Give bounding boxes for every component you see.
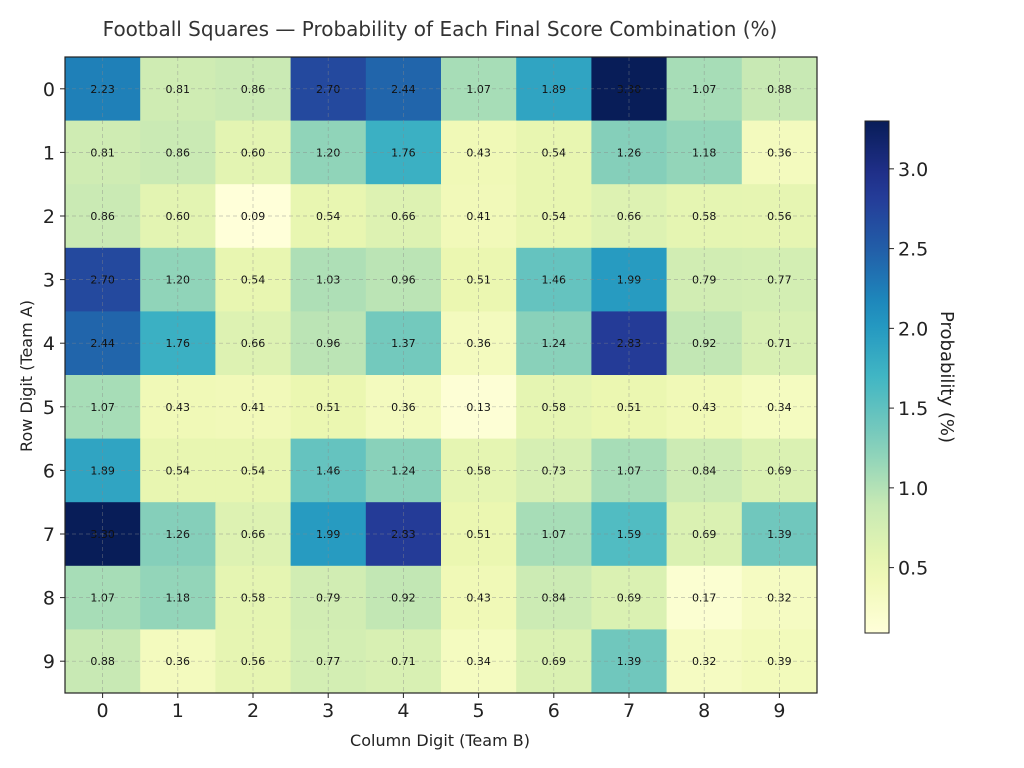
cell-value-label: 0.43: [466, 146, 491, 159]
colorbar-ticks: 0.5 1.0 1.5 2.0 2.5 3.0: [889, 159, 928, 580]
cell-value-label: 1.37: [391, 337, 416, 350]
cell-value-label: 1.46: [542, 274, 567, 287]
cell-value-label: 0.54: [316, 210, 341, 223]
cell-value-label: 3.30: [617, 83, 642, 96]
cell-value-label: 2.83: [617, 337, 642, 350]
cell-value-label: 0.60: [166, 210, 191, 223]
y-tick-label: 4: [43, 333, 55, 355]
x-tick-label: 0: [97, 700, 109, 722]
y-tick-label: 1: [43, 142, 55, 164]
cell-value-label: 0.41: [466, 210, 491, 223]
x-tick-label: 2: [247, 700, 259, 722]
x-tick-label: 1: [172, 700, 184, 722]
cell-value-label: 2.44: [90, 337, 115, 350]
cell-value-label: 0.79: [692, 274, 717, 287]
cell-value-label: 2.70: [90, 274, 115, 287]
cell-value-label: 0.36: [466, 337, 491, 350]
colorbar-tick-label: 2.0: [898, 318, 928, 340]
colorbar-tick-label: 1.0: [898, 478, 928, 500]
cell-value-label: 0.86: [166, 146, 191, 159]
y-axis-label: Row Digit (Team A): [17, 300, 36, 452]
colorbar-tick-label: 1.5: [898, 398, 928, 420]
cell-value-label: 1.03: [316, 274, 341, 287]
x-tick-label: 3: [322, 700, 334, 722]
cell-value-label: 2.23: [90, 83, 115, 96]
x-tick-label: 8: [698, 700, 710, 722]
cell-value-label: 0.88: [767, 83, 792, 96]
y-tick-label: 0: [43, 79, 55, 101]
cell-value-label: 1.26: [617, 146, 642, 159]
x-tick-label: 6: [548, 700, 560, 722]
cell-value-label: 1.24: [542, 337, 567, 350]
x-tick-label: 7: [623, 700, 635, 722]
colorbar: [864, 120, 890, 634]
y-tick-label: 5: [43, 397, 55, 419]
cell-value-label: 1.76: [166, 337, 191, 350]
cell-value-label: 1.99: [617, 274, 642, 287]
cell-value-label: 0.09: [241, 210, 266, 223]
cell-value-label: 0.54: [241, 274, 266, 287]
x-tick-label: 5: [473, 700, 485, 722]
cell-value-label: 2.70: [316, 83, 341, 96]
y-axis-ticks: 0 1 2 3 4 5 6 7 8 9: [43, 79, 65, 673]
cell-value-label: 0.96: [316, 337, 341, 350]
cell-value-label: 0.96: [391, 274, 416, 287]
y-tick-label: 6: [43, 460, 55, 482]
y-tick-label: 9: [43, 651, 55, 673]
gridlines: [64, 56, 818, 694]
cell-value-label: 0.36: [767, 146, 792, 159]
cell-value-label: 1.89: [542, 83, 567, 96]
colorbar-tick-label: 3.0: [898, 159, 928, 181]
chart-title: Football Squares — Probability of Each F…: [103, 17, 778, 41]
cell-value-label: 0.54: [542, 146, 567, 159]
cell-value-label: 0.51: [466, 274, 491, 287]
y-tick-label: 8: [43, 588, 55, 610]
cell-value-label: 1.18: [692, 146, 717, 159]
cell-value-label: 0.71: [767, 337, 792, 350]
colorbar-tick-label: 0.5: [898, 558, 928, 580]
cell-value-label: 0.86: [90, 210, 115, 223]
cell-value-label: 0.86: [241, 83, 266, 96]
colorbar-label: Probability (%): [936, 311, 957, 443]
y-tick-label: 2: [43, 206, 55, 228]
cell-value-label: 1.20: [316, 146, 341, 159]
cell-value-label: 0.66: [617, 210, 642, 223]
cell-value-label: 1.07: [692, 83, 717, 96]
cell-value-label: 0.81: [90, 146, 115, 159]
cell-value-label: 0.58: [692, 210, 717, 223]
plot-frame: [64, 56, 818, 694]
cell-value-label: 0.54: [542, 210, 567, 223]
x-axis-label: Column Digit (Team B): [350, 731, 530, 750]
colorbar-tick-label: 2.5: [898, 239, 928, 261]
cell-value-label: 1.07: [466, 83, 491, 96]
cell-value-label: 0.56: [767, 210, 792, 223]
cell-value-label: 0.60: [241, 146, 266, 159]
cell-value-label: 1.76: [391, 146, 416, 159]
cell-value-label: 1.20: [166, 274, 191, 287]
y-tick-label: 7: [43, 524, 55, 546]
cell-value-label: 0.66: [241, 337, 266, 350]
cell-value-label: 0.66: [391, 210, 416, 223]
x-axis-ticks: 0 1 2 3 4 5 6 7 8 9: [97, 693, 785, 722]
cell-value-label: 2.44: [391, 83, 416, 96]
cell-value-label: 0.81: [166, 83, 191, 96]
y-tick-label: 3: [43, 270, 55, 292]
cell-value-label: 0.77: [767, 274, 792, 287]
x-tick-label: 9: [773, 700, 785, 722]
cell-value-label: 0.92: [692, 337, 717, 350]
x-tick-label: 4: [397, 700, 409, 722]
